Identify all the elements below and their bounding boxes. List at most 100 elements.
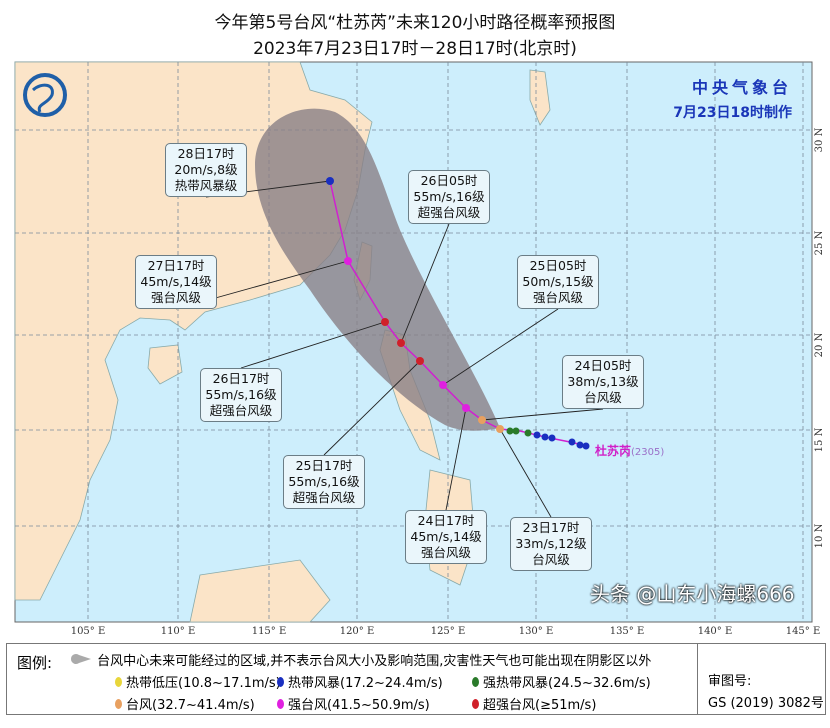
legend-heading: 图例: xyxy=(17,654,53,672)
typhoon-symbol-icon xyxy=(472,698,479,709)
forecast-speed: 45m/s,14级 xyxy=(410,529,482,544)
past-point-marker xyxy=(541,433,549,441)
longitude-label: 115° E xyxy=(252,626,287,637)
latitude-label: 25 N xyxy=(814,230,825,255)
past-point-marker xyxy=(506,427,514,435)
typhoon-symbol-icon xyxy=(277,676,284,687)
agency-stamp: 中央气象台 7月23日18时制作 xyxy=(673,74,792,122)
forecast-label: 25日17时 55m/s,16级 超强台风级 xyxy=(283,455,365,509)
agency-name: 中央气象台 xyxy=(691,78,792,97)
forecast-level: 强台风级 xyxy=(150,290,201,305)
forecast-level: 台风级 xyxy=(584,390,622,405)
past-point-marker xyxy=(512,427,520,435)
forecast-point-marker[interactable] xyxy=(344,257,352,265)
forecast-time: 25日05时 xyxy=(529,258,587,273)
forecast-point-marker[interactable] xyxy=(326,177,334,185)
typhoon-symbol-icon xyxy=(115,676,122,687)
legend-item-label: 台风(32.7~41.4m/s) xyxy=(126,698,255,713)
legend-item: 强台风(41.5~50.9m/s) xyxy=(277,694,430,713)
forecast-speed: 33m/s,12级 xyxy=(515,536,587,551)
forecast-speed: 20m/s,8级 xyxy=(174,162,238,177)
forecast-point-marker[interactable] xyxy=(416,357,424,365)
forecast-time: 23日17时 xyxy=(522,520,580,535)
forecast-point-marker[interactable] xyxy=(381,318,389,326)
typhoon-name: 杜苏芮 xyxy=(595,444,632,458)
forecast-level: 超强台风级 xyxy=(417,205,481,220)
forecast-speed: 55m/s,16级 xyxy=(413,189,485,204)
latitude-label: 10 N xyxy=(814,523,825,548)
forecast-time: 24日17时 xyxy=(417,513,475,528)
cone-icon xyxy=(71,654,91,664)
longitude-label: 125° E xyxy=(431,626,466,637)
probability-cone xyxy=(255,108,500,431)
longitude-label: 105° E xyxy=(71,626,106,637)
forecast-level: 热带风暴级 xyxy=(174,178,238,193)
legend-item-label: 热带风暴(17.2~24.4m/s) xyxy=(288,676,443,691)
legend-item-label: 强台风(41.5~50.9m/s) xyxy=(288,698,430,713)
callout-line xyxy=(481,408,604,421)
past-point-marker xyxy=(568,438,576,446)
legend-item: 超强台风(≥51m/s) xyxy=(472,694,596,713)
forecast-point-marker[interactable] xyxy=(478,416,486,424)
forecast-point-marker[interactable] xyxy=(439,381,447,389)
review-number-box: 审图号: GS (2019) 3082号 xyxy=(697,644,826,714)
forecast-point-marker[interactable] xyxy=(496,425,504,433)
forecast-points xyxy=(326,177,504,433)
longitude-label: 145° E xyxy=(786,626,821,637)
typhoon-symbol-icon xyxy=(472,676,479,687)
legend-item: 强热带风暴(24.5~32.6m/s) xyxy=(472,672,651,691)
latitude-label: 30 N xyxy=(814,127,825,152)
callout-line xyxy=(499,428,552,518)
issue-time: 7月23日18时制作 xyxy=(673,105,792,121)
legend-item-label: 热带低压(10.8~17.1m/s) xyxy=(126,676,281,691)
legend-item: 热带风暴(17.2~24.4m/s) xyxy=(277,672,443,691)
forecast-speed: 55m/s,16级 xyxy=(205,387,277,402)
legend-cone-item: 台风中心未来可能经过的区域,并不表示台风大小及影响范围,灾害性天气也可能出现在阴… xyxy=(69,650,651,669)
forecast-label: 24日17时 45m/s,14级 强台风级 xyxy=(405,510,487,564)
axis-labels: 105° E 110° E 115° E 120° E 125° E 130° E 135°… xyxy=(71,127,825,637)
forecast-time: 25日17时 xyxy=(295,458,353,473)
callout-line xyxy=(400,223,450,344)
past-point-marker xyxy=(524,429,532,437)
forecast-time: 26日17时 xyxy=(212,371,270,386)
legend-item: 台风(32.7~41.4m/s) xyxy=(115,694,255,713)
watermark: 头条 @山东小海螺666 xyxy=(590,582,795,606)
forecast-time: 27日17时 xyxy=(147,258,205,273)
kyushu-island xyxy=(529,69,551,126)
forecast-label: 25日05时 50m/s,15级 强台风级 xyxy=(517,255,599,309)
forecast-speed: 50m/s,15级 xyxy=(522,274,594,289)
review-number: GS (2019) 3082号 xyxy=(708,696,824,711)
forecast-level: 超强台风级 xyxy=(292,490,356,505)
forecast-speed: 55m/s,16级 xyxy=(288,474,360,489)
longitude-label: 110° E xyxy=(161,626,196,637)
longitude-label: 135° E xyxy=(610,626,645,637)
callout-line xyxy=(323,360,421,456)
forecast-label: 24日05时 38m/s,13级 台风级 xyxy=(562,355,644,409)
legend: 图例: 台风中心未来可能经过的区域,并不表示台风大小及影响范围,灾害性天气也可能… xyxy=(6,643,826,715)
forecast-level: 强台风级 xyxy=(532,290,583,305)
callout-line xyxy=(442,308,559,386)
review-label: 审图号: xyxy=(708,674,752,689)
forecast-label: 26日05时 55m/s,16级 超强台风级 xyxy=(408,170,490,224)
hainan-island xyxy=(147,344,183,385)
forecast-time: 28日17时 xyxy=(177,146,235,161)
forecast-speed: 45m/s,14级 xyxy=(140,274,212,289)
cma-logo xyxy=(23,73,67,117)
cone-description: 台风中心未来可能经过的区域,并不表示台风大小及影响范围,灾害性天气也可能出现在阴… xyxy=(97,654,652,669)
longitude-label: 130° E xyxy=(519,626,554,637)
past-track-points xyxy=(506,427,590,450)
forecast-time: 24日05时 xyxy=(574,358,632,373)
borneo-island xyxy=(189,559,331,623)
forecast-label: 26日17时 55m/s,16级 超强台风级 xyxy=(200,368,282,422)
typhoon-code: (2305) xyxy=(631,447,665,458)
forecast-point-marker[interactable] xyxy=(397,339,405,347)
forecast-point-marker[interactable] xyxy=(462,404,470,412)
forecast-label: 23日17时 33m/s,12级 台风级 xyxy=(510,517,592,571)
latitude-label: 20 N xyxy=(814,332,825,357)
longitude-label: 120° E xyxy=(340,626,375,637)
past-point-marker xyxy=(582,442,590,450)
callout-line xyxy=(240,321,386,369)
forecast-speed: 38m/s,13级 xyxy=(567,374,639,389)
past-point-marker xyxy=(576,441,584,449)
